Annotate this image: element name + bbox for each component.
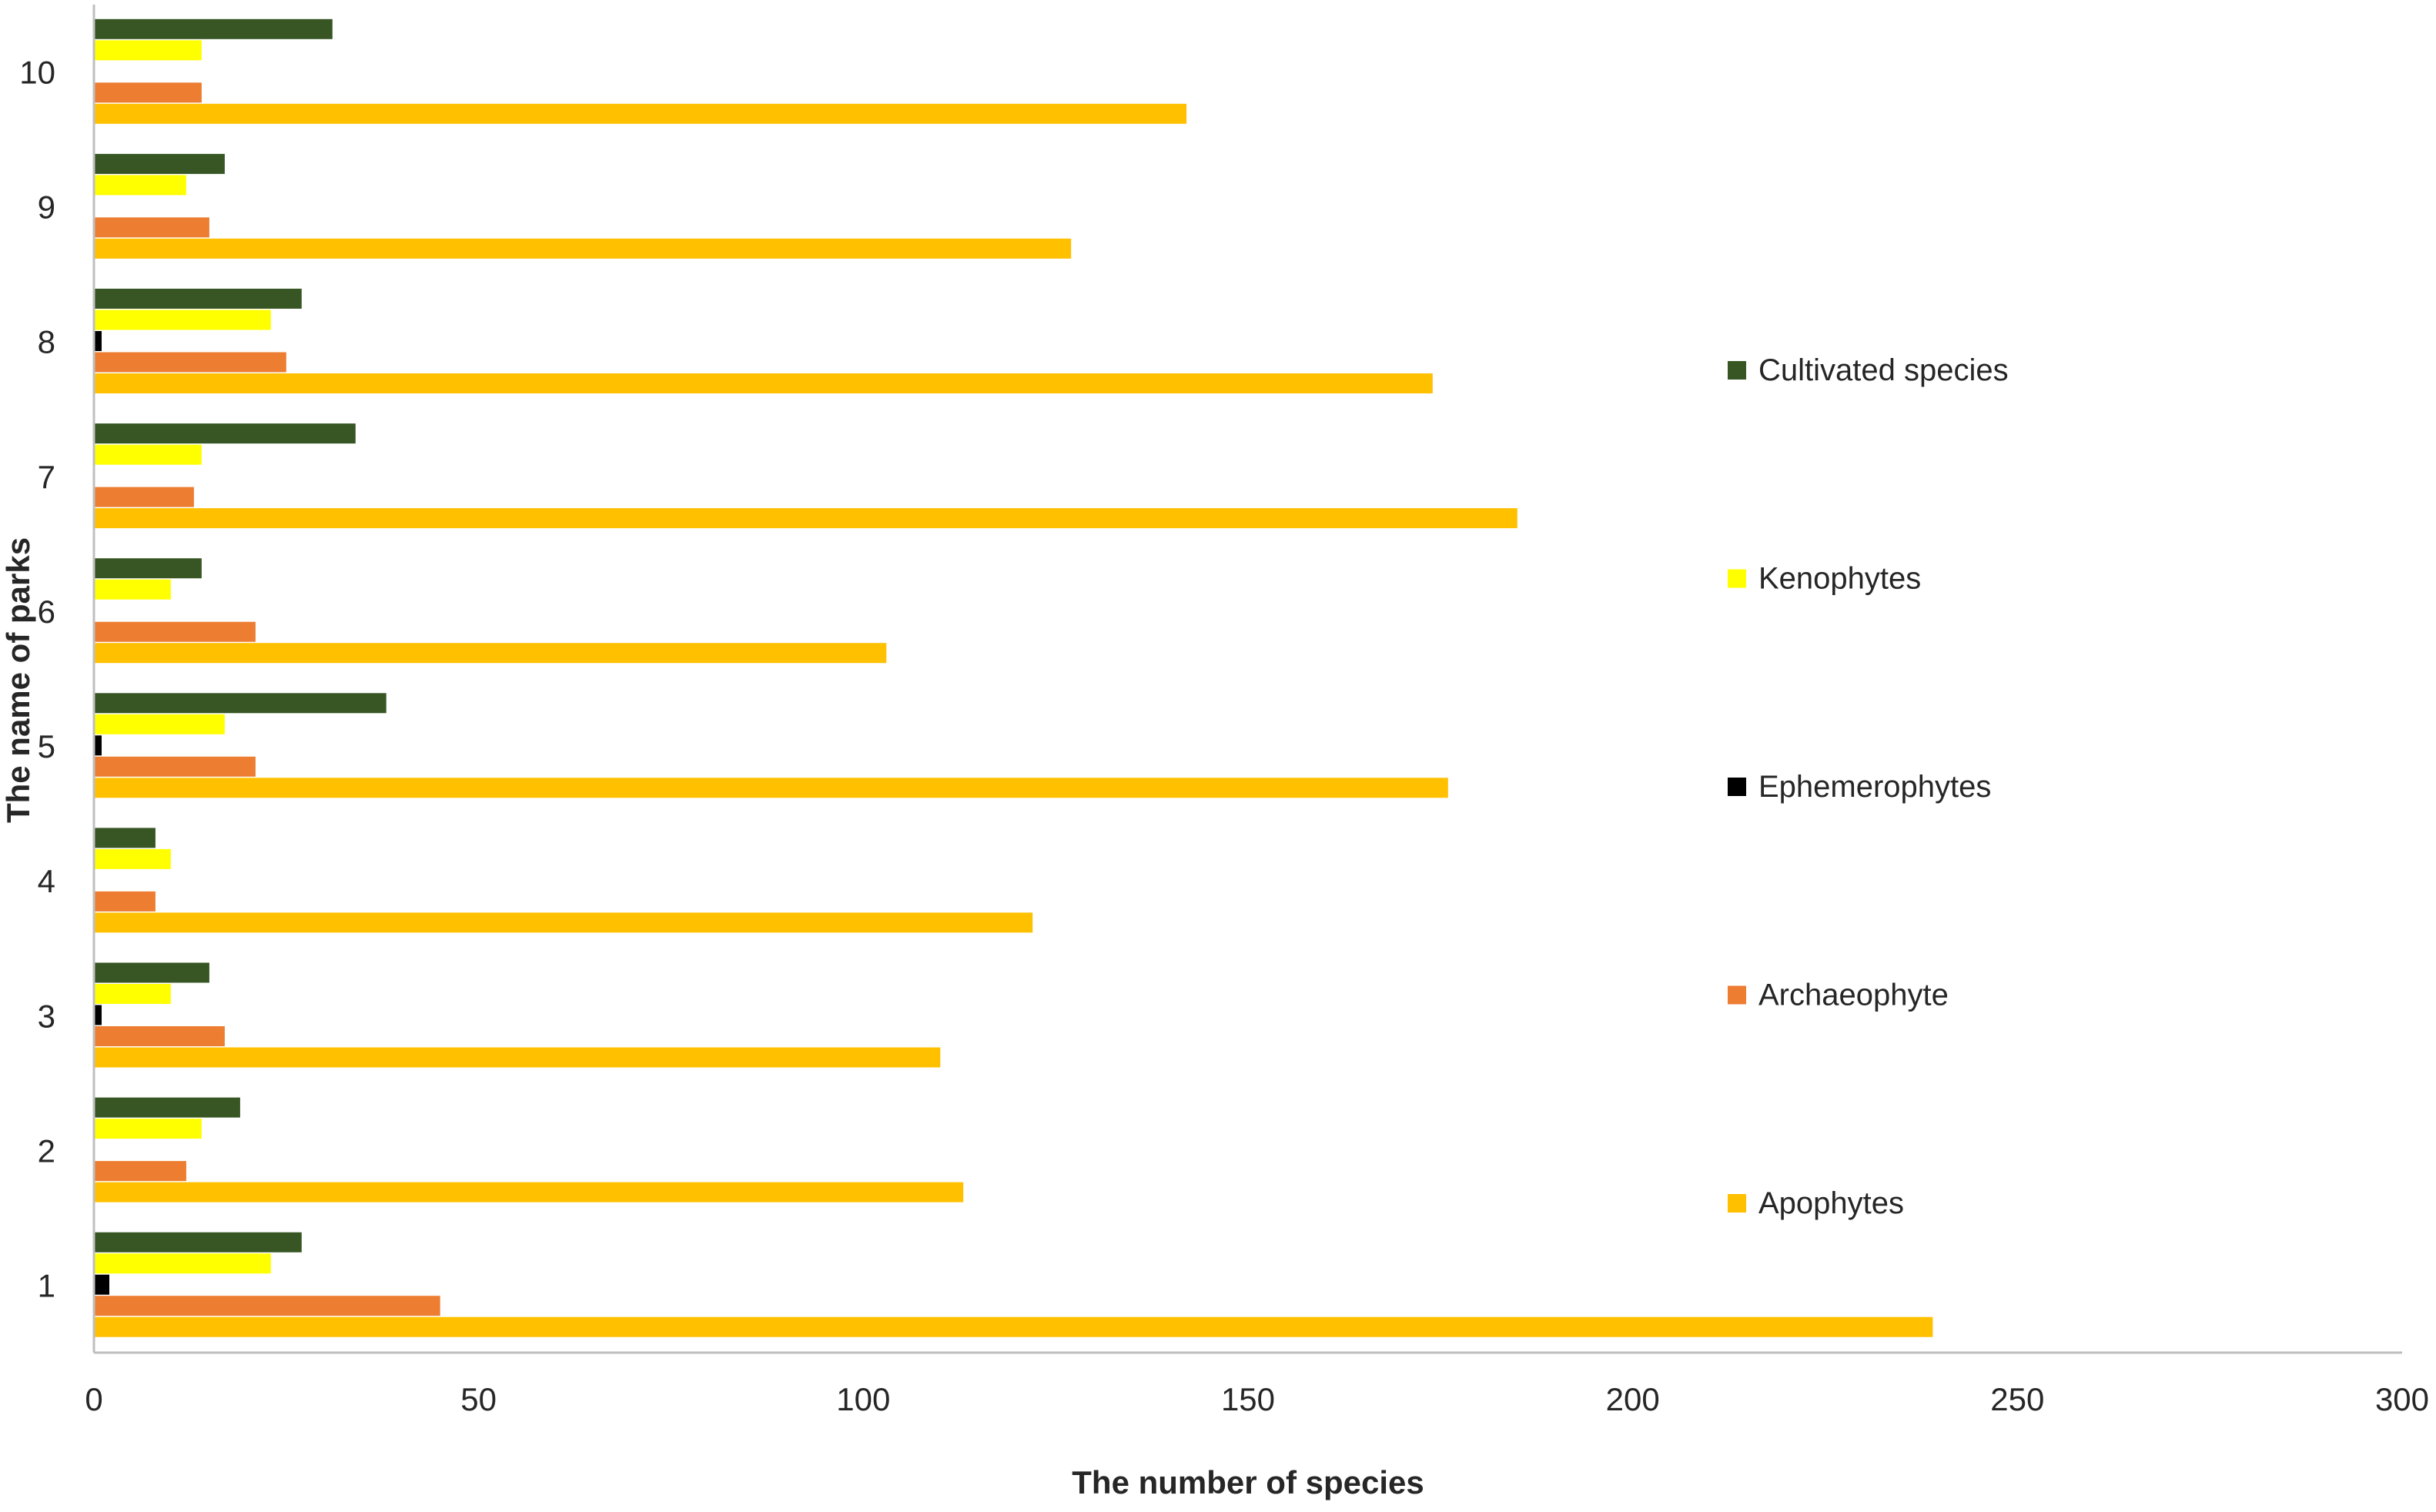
bar-archaeophyte-park-7 (94, 487, 194, 507)
bar-apophytes-park-5 (94, 778, 1448, 798)
bar-archaeophyte-park-4 (94, 891, 156, 912)
x-tick-label: 150 (1221, 1381, 1275, 1417)
y-tick-label: 7 (38, 459, 55, 495)
y-tick-label: 9 (38, 189, 55, 226)
bar-apophytes-park-8 (94, 373, 1433, 393)
bar-apophytes-park-1 (94, 1316, 1933, 1337)
bar-cultivated-species-park-8 (94, 289, 302, 309)
bar-archaeophyte-park-3 (94, 1026, 225, 1046)
bar-apophytes-park-7 (94, 508, 1517, 529)
bar-kenophytes-park-8 (94, 309, 271, 330)
bar-apophytes-park-3 (94, 1047, 941, 1068)
bar-kenophytes-park-1 (94, 1253, 271, 1274)
bar-kenophytes-park-6 (94, 579, 171, 600)
bar-archaeophyte-park-9 (94, 217, 209, 238)
bar-cultivated-species-park-7 (94, 423, 356, 444)
y-tick-label: 2 (38, 1132, 55, 1169)
y-tick-label: 10 (19, 55, 55, 91)
bar-archaeophyte-park-5 (94, 756, 256, 777)
x-tick-label: 50 (460, 1381, 497, 1417)
legend-label-apophytes: Apophytes (1758, 1186, 1904, 1220)
bar-cultivated-species-park-6 (94, 558, 202, 579)
bar-apophytes-park-4 (94, 912, 1033, 933)
legend-swatch-cultivated-species (1728, 361, 1746, 380)
bar-apophytes-park-2 (94, 1182, 964, 1203)
bar-apophytes-park-9 (94, 238, 1072, 259)
bar-cultivated-species-park-4 (94, 828, 156, 848)
bar-kenophytes-park-7 (94, 444, 202, 465)
legend-label-ephemerophytes: Ephemerophytes (1758, 770, 1991, 804)
y-tick-labels: 1 2 3 4 5 6 7 8 9 10 (19, 55, 55, 1304)
bar-ephemerophytes-park-5 (94, 735, 102, 756)
x-tick-label: 200 (1606, 1381, 1660, 1417)
bar-kenophytes-park-10 (94, 40, 202, 61)
y-tick-label: 5 (38, 728, 55, 764)
bar-apophytes-park-10 (94, 103, 1187, 124)
bar-cultivated-species-park-3 (94, 962, 209, 983)
y-tick-label: 4 (38, 863, 55, 899)
bar-archaeophyte-park-6 (94, 621, 256, 642)
legend-label-cultivated-species: Cultivated species (1758, 353, 2009, 387)
bar-kenophytes-park-4 (94, 848, 171, 869)
y-axis-title: The name of parks (0, 537, 36, 823)
legend-swatch-apophytes (1728, 1194, 1746, 1213)
bars-layer (94, 18, 1933, 1337)
bar-ephemerophytes-park-8 (94, 331, 102, 351)
bar-ephemerophytes-park-3 (94, 1005, 102, 1025)
x-tick-label: 100 (836, 1381, 890, 1417)
bar-apophytes-park-6 (94, 643, 887, 664)
bar-kenophytes-park-3 (94, 984, 171, 1004)
legend-swatch-ephemerophytes (1728, 778, 1746, 796)
bar-cultivated-species-park-1 (94, 1232, 302, 1253)
x-tick-label: 0 (85, 1381, 102, 1417)
bar-cultivated-species-park-2 (94, 1097, 240, 1118)
bar-archaeophyte-park-10 (94, 82, 202, 103)
x-tick-label: 300 (2375, 1381, 2429, 1417)
x-tick-labels: 0 50 100 150 200 250 300 (85, 1381, 2429, 1417)
bar-kenophytes-park-5 (94, 714, 225, 734)
bar-archaeophyte-park-1 (94, 1296, 440, 1316)
legend-label-archaeophyte: Archaeophyte (1758, 978, 1949, 1012)
bar-cultivated-species-park-9 (94, 153, 225, 174)
legend-swatch-archaeophyte (1728, 985, 1746, 1005)
bar-cultivated-species-park-5 (94, 693, 386, 714)
y-tick-label: 3 (38, 998, 55, 1034)
bar-ephemerophytes-park-1 (94, 1274, 109, 1295)
x-tick-label: 250 (1990, 1381, 2044, 1417)
bar-archaeophyte-park-2 (94, 1161, 186, 1182)
bar-cultivated-species-park-10 (94, 18, 333, 39)
legend-swatch-kenophytes (1728, 569, 1746, 588)
y-tick-label: 8 (38, 324, 55, 360)
legend-label-kenophytes: Kenophytes (1758, 562, 1921, 596)
bar-kenophytes-park-2 (94, 1119, 202, 1139)
bar-kenophytes-park-9 (94, 175, 186, 196)
y-tick-label: 6 (38, 594, 55, 630)
y-tick-label: 1 (38, 1268, 55, 1304)
legend: Cultivated species Kenophytes Ephemerophyt… (1728, 353, 2009, 1220)
x-axis-title: The number of species (1072, 1464, 1424, 1500)
bar-archaeophyte-park-8 (94, 352, 286, 373)
